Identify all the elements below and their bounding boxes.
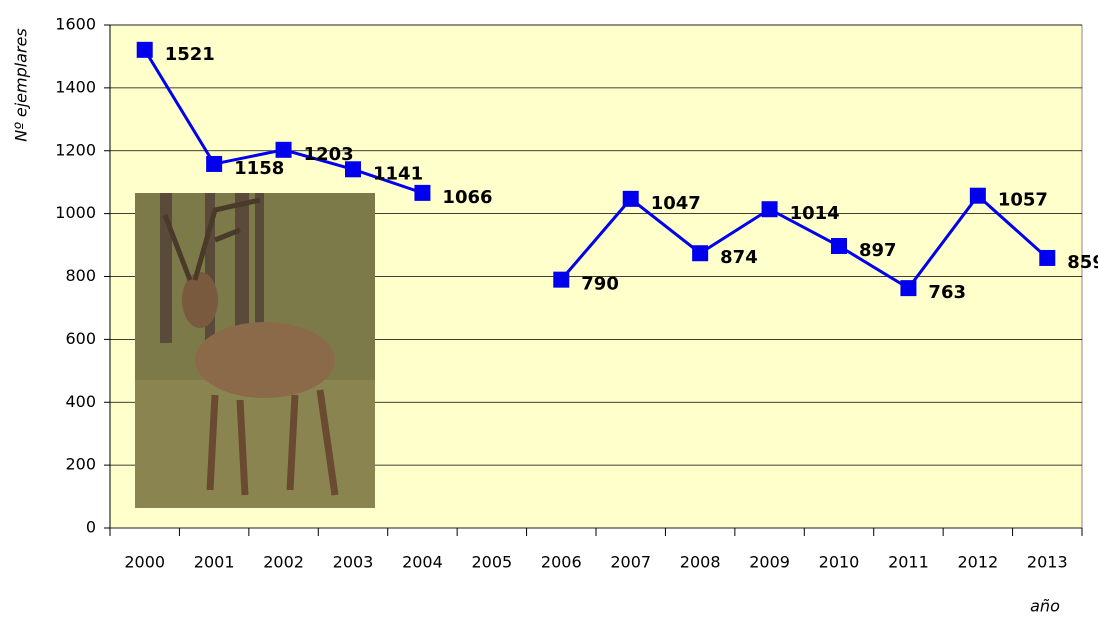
marker (1039, 249, 1056, 266)
marker (692, 245, 709, 262)
y-tick-label: 1600 (55, 15, 96, 34)
y-tick-label: 200 (65, 455, 96, 474)
x-tick-label: 2009 (749, 553, 790, 572)
y-tick-label: 400 (65, 392, 96, 411)
data-label: 874 (720, 247, 758, 268)
x-tick-label: 2004 (402, 553, 443, 572)
x-tick-label: 2013 (1027, 553, 1068, 572)
photo-ground (135, 380, 375, 508)
data-label: 1047 (651, 193, 701, 214)
data-label: 1141 (373, 163, 423, 184)
photo-deer-leg (206, 394, 219, 491)
y-tick-label: 600 (65, 329, 96, 348)
y-tick-label: 800 (65, 266, 96, 285)
photo (135, 193, 375, 508)
marker (414, 184, 431, 201)
y-tick-label: 1400 (55, 77, 96, 96)
photo-deer-leg (236, 399, 249, 496)
marker (553, 271, 570, 288)
photo-deer-body (195, 322, 335, 398)
photo-deer-leg (286, 394, 299, 491)
marker (345, 161, 361, 178)
marker (622, 190, 639, 207)
x-tick-label: 2012 (957, 553, 998, 572)
photo-tree (255, 193, 264, 343)
marker (206, 155, 223, 172)
photo-deer-leg (316, 389, 339, 496)
marker (761, 201, 778, 218)
x-tick-label: 2006 (541, 553, 582, 572)
data-label: 859 (1067, 252, 1098, 273)
x-tick-label: 2005 (471, 553, 512, 572)
x-tick-label: 2010 (819, 553, 860, 572)
data-label: 1521 (165, 44, 215, 65)
data-label: 1057 (998, 190, 1048, 211)
x-tick-label: 2000 (124, 553, 165, 572)
data-label: 1014 (790, 203, 840, 224)
x-tick-label: 2003 (333, 553, 374, 572)
photo-tree (205, 193, 215, 343)
photo-tree (235, 193, 249, 343)
x-tick-label: 2011 (888, 553, 929, 572)
x-tick-label: 2008 (680, 553, 721, 572)
x-tick-label: 2002 (263, 553, 304, 572)
y-tick-label: 1000 (55, 203, 96, 222)
marker (275, 141, 292, 158)
x-tick-label: 2001 (194, 553, 235, 572)
marker (831, 238, 847, 255)
data-label: 1066 (442, 187, 492, 208)
data-label: 790 (581, 274, 619, 295)
y-tick-label: 0 (86, 518, 96, 537)
marker (969, 187, 986, 204)
data-label: 897 (859, 240, 897, 261)
data-label: 763 (928, 282, 966, 303)
photo-deer-head (182, 272, 218, 328)
x-axis-label: año (1030, 597, 1060, 616)
photo-antler (162, 197, 261, 281)
y-axis-label: Nº ejemplares (12, 28, 31, 141)
marker (136, 41, 153, 58)
data-label: 1203 (304, 144, 354, 165)
x-tick-label: 2007 (610, 553, 651, 572)
y-tick-label: 1200 (55, 140, 96, 159)
marker (900, 280, 917, 297)
data-label: 1158 (234, 158, 284, 179)
